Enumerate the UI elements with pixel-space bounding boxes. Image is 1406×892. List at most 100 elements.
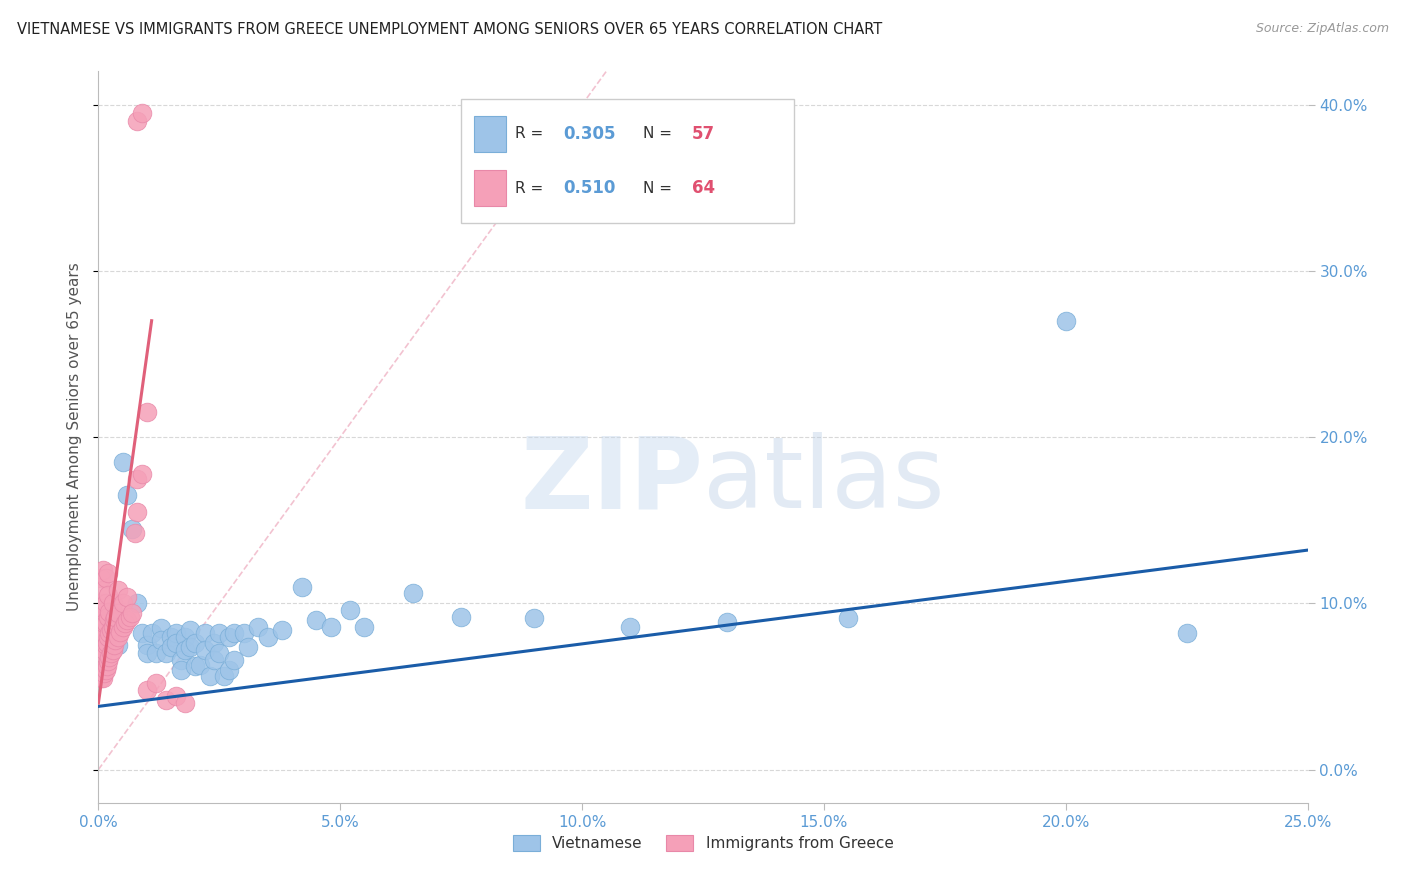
Point	[94, 663, 117, 677]
Point	[222, 653, 245, 667]
Point	[97, 655, 120, 669]
Text: atlas: atlas	[703, 433, 945, 530]
Point	[91, 613, 114, 627]
Point	[155, 692, 177, 706]
Point	[135, 405, 157, 419]
Point	[145, 646, 167, 660]
Point	[208, 646, 231, 660]
Point	[111, 455, 134, 469]
Point	[179, 623, 201, 637]
Point	[218, 663, 240, 677]
Point	[204, 636, 226, 650]
Point	[91, 632, 114, 647]
Point	[91, 563, 114, 577]
Point	[127, 505, 149, 519]
Point	[118, 609, 141, 624]
Point	[837, 611, 859, 625]
Point	[124, 526, 146, 541]
Point	[111, 596, 134, 610]
Legend: Vietnamese, Immigrants from Greece: Vietnamese, Immigrants from Greece	[506, 829, 900, 857]
Point	[93, 616, 115, 631]
Point	[101, 596, 124, 610]
Point	[100, 646, 122, 660]
Point	[1054, 314, 1077, 328]
Point	[135, 682, 157, 697]
Point	[104, 632, 127, 647]
Point	[107, 582, 129, 597]
Point	[174, 696, 197, 710]
Point	[101, 605, 124, 619]
Point	[91, 582, 114, 597]
Y-axis label: Unemployment Among Seniors over 65 years: Unemployment Among Seniors over 65 years	[67, 263, 83, 611]
Point	[339, 603, 361, 617]
Point	[127, 596, 149, 610]
Point	[94, 596, 117, 610]
Point	[141, 626, 163, 640]
Point	[155, 646, 177, 660]
Point	[716, 615, 738, 629]
Point	[165, 636, 187, 650]
Text: ZIP: ZIP	[520, 433, 703, 530]
Point	[90, 571, 112, 585]
Point	[94, 616, 117, 631]
Point	[96, 659, 118, 673]
Point	[271, 623, 294, 637]
Point	[204, 653, 226, 667]
Point	[127, 114, 149, 128]
Point	[450, 609, 472, 624]
Point	[93, 666, 115, 681]
Point	[96, 636, 118, 650]
Point	[305, 613, 328, 627]
Point	[101, 619, 124, 633]
Point	[121, 521, 143, 535]
Point	[114, 616, 136, 631]
Point	[107, 638, 129, 652]
Point	[91, 646, 114, 660]
Text: Source: ZipAtlas.com: Source: ZipAtlas.com	[1256, 22, 1389, 36]
Point	[103, 613, 125, 627]
Point	[353, 619, 375, 633]
Point	[98, 605, 121, 619]
Point	[90, 671, 112, 685]
Point	[121, 607, 143, 621]
Point	[160, 630, 183, 644]
Point	[402, 586, 425, 600]
Point	[131, 467, 153, 481]
Point	[91, 671, 114, 685]
Point	[94, 638, 117, 652]
Point	[117, 590, 139, 604]
Point	[169, 653, 191, 667]
Point	[218, 630, 240, 644]
Point	[188, 657, 211, 672]
Point	[208, 626, 231, 640]
Point	[165, 626, 187, 640]
Point	[97, 588, 120, 602]
Point	[194, 643, 217, 657]
Point	[97, 630, 120, 644]
Point	[90, 596, 112, 610]
Point	[91, 663, 114, 677]
Point	[90, 621, 112, 635]
Point	[232, 626, 254, 640]
Text: VIETNAMESE VS IMMIGRANTS FROM GREECE UNEMPLOYMENT AMONG SENIORS OVER 65 YEARS CO: VIETNAMESE VS IMMIGRANTS FROM GREECE UNE…	[17, 22, 882, 37]
Point	[135, 638, 157, 652]
Point	[91, 626, 114, 640]
Point	[104, 609, 127, 624]
Point	[174, 643, 197, 657]
Point	[131, 106, 153, 120]
Point	[198, 669, 221, 683]
Point	[194, 626, 217, 640]
Point	[290, 580, 312, 594]
Point	[523, 611, 546, 625]
Point	[169, 663, 191, 677]
Point	[184, 636, 207, 650]
Point	[127, 472, 149, 486]
Point	[319, 619, 342, 633]
Point	[97, 566, 120, 581]
Point	[94, 571, 117, 585]
Point	[101, 643, 124, 657]
Point	[165, 690, 187, 704]
Point	[222, 626, 245, 640]
Point	[256, 630, 278, 644]
Point	[98, 649, 121, 664]
